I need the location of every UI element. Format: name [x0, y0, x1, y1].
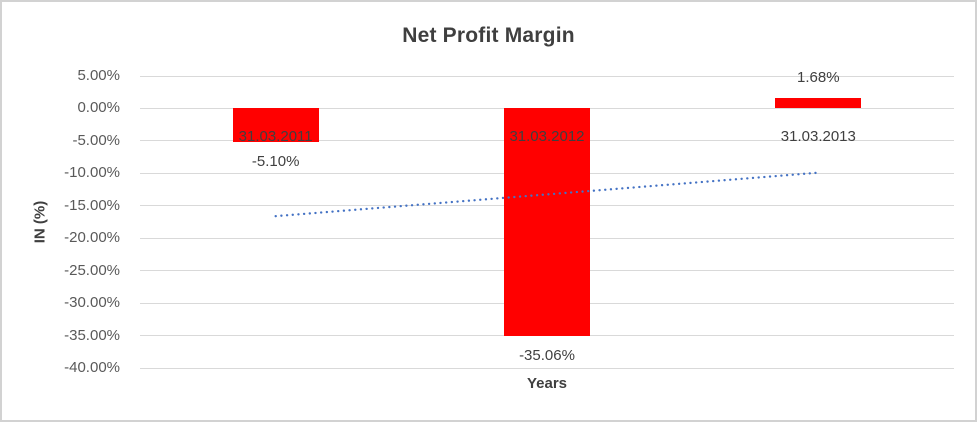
y-tick-label: 5.00%	[77, 67, 120, 84]
gridline	[140, 367, 954, 369]
category-label: 31.03.2012	[509, 128, 585, 146]
y-tick-label: -35.00%	[64, 326, 120, 344]
data-label: -35.06%	[519, 346, 575, 364]
category-label: 31.03.2011	[238, 128, 313, 146]
bar	[775, 97, 862, 109]
y-tick-label: -40.00%	[64, 359, 120, 376]
y-tick-label: -25.00%	[64, 261, 120, 279]
bar	[232, 108, 319, 142]
y-tick-label: -5.00%	[72, 131, 120, 149]
data-label: -5.10%	[251, 152, 300, 170]
data-label: 1.68%	[797, 68, 840, 86]
y-tick-label: -10.00%	[64, 164, 120, 182]
category-label: 31.03.2013	[780, 128, 856, 146]
y-tick-label: -15.00%	[64, 196, 120, 214]
y-tick-label: 0.00%	[77, 99, 120, 117]
x-axis-title: Years	[526, 375, 568, 392]
y-tick-label: -20.00%	[64, 229, 120, 247]
chart-title: Net Profit Margin	[402, 24, 575, 47]
bar	[504, 108, 590, 336]
y-tick-label: -30.00%	[64, 294, 120, 312]
gridline	[140, 75, 954, 77]
